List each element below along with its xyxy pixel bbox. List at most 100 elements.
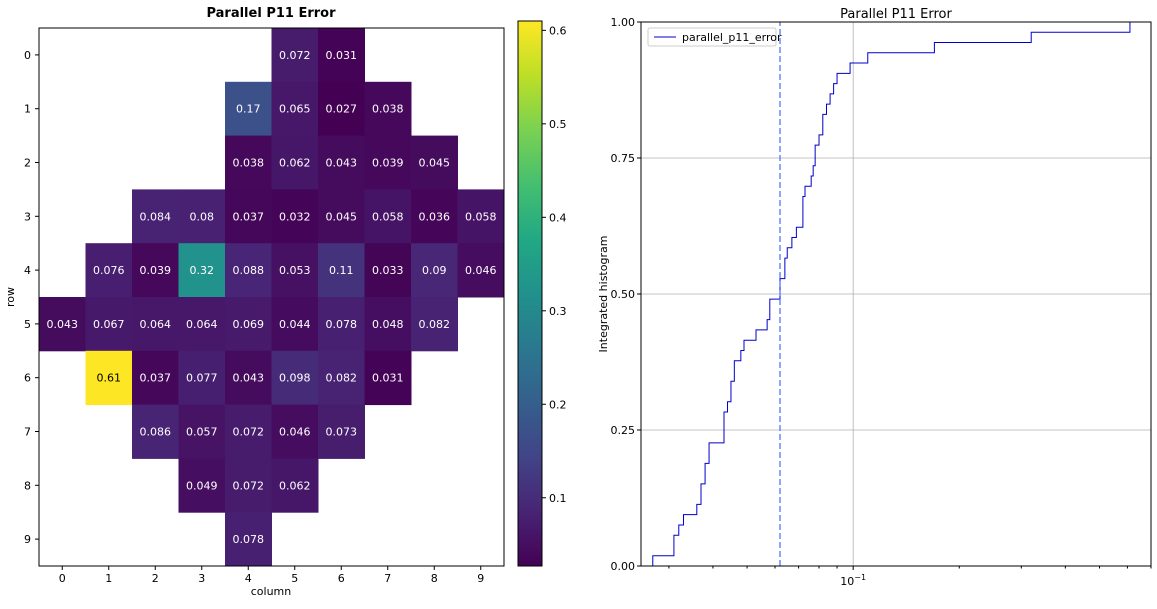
heatmap-cell: [225, 189, 272, 244]
heatmap-x-tick-label: 9: [477, 572, 484, 585]
heatmap-cell-label: 0.027: [326, 103, 358, 116]
cdf-panel: Parallel P11 Error 0.000.250.500.751.00 …: [597, 7, 1152, 588]
heatmap-cell-label: 0.037: [140, 372, 172, 385]
heatmap-cell: [85, 297, 133, 352]
heatmap-cell-label: 0.32: [190, 264, 215, 277]
colorbar-tick-label: 0.3: [549, 305, 567, 318]
heatmap-cell: [225, 297, 272, 352]
heatmap-cell: [132, 404, 179, 459]
cdf-y-ticks: 0.00 0.25 0.50 0.75 1.00: [611, 16, 641, 573]
heatmap-cell: [178, 243, 226, 298]
heatmap-x-tick-label: 2: [152, 572, 159, 585]
heatmap-cell-label: 0.065: [279, 103, 311, 116]
heatmap-cell: [271, 189, 319, 244]
heatmap-cell: [318, 189, 365, 244]
colorbar-tick-label: 0.1: [549, 492, 567, 505]
heatmap-cell: [132, 189, 179, 244]
heatmap-cell: [318, 135, 365, 190]
heatmap-y-tick-label: 6: [24, 372, 31, 385]
heatmap-cell: [271, 243, 319, 298]
heatmap-cell-label: 0.058: [465, 210, 497, 223]
heatmap-cell-label: 0.039: [140, 264, 172, 277]
heatmap-cell-label: 0.046: [465, 264, 497, 277]
colorbar-tick-label: 0.2: [549, 398, 567, 411]
heatmap-cell-label: 0.043: [47, 318, 79, 331]
heatmap-y-tick-label: 8: [24, 479, 31, 492]
heatmap-cell-label: 0.088: [233, 264, 265, 277]
colorbar-ticks: 0.1 0.2 0.3 0.4 0.5 0.6: [542, 24, 567, 505]
heatmap-cell: [364, 297, 412, 352]
heatmap-cell-label: 0.031: [326, 49, 358, 62]
heatmap-y-tick-label: 0: [24, 49, 31, 62]
heatmap-cell-label: 0.058: [372, 210, 404, 223]
heatmap-cell-label: 0.084: [140, 210, 172, 223]
heatmap-cell-label: 0.077: [186, 372, 218, 385]
heatmap-cell-label: 0.046: [279, 426, 311, 439]
cdf-title: Parallel P11 Error: [840, 7, 952, 22]
heatmap-x-tick-label: 4: [245, 572, 252, 585]
heatmap-cell: [132, 297, 179, 352]
cdf-legend: parallel_p11_error: [647, 27, 782, 47]
heatmap-cell: [178, 189, 226, 244]
heatmap-cell: [225, 350, 272, 406]
heatmap-cells: 0.072 0.031 0.17 0.065 0.027 0.038 0.038 0.062 0…: [39, 28, 505, 567]
heatmap-cell: [411, 189, 458, 244]
heatmap-cell-label: 0.036: [419, 210, 451, 223]
heatmap-cell-label: 0.064: [186, 318, 218, 331]
heatmap-cell: [85, 350, 133, 406]
heatmap-axes-frame: [38, 27, 505, 567]
cdf-y-tick-label: 1.00: [611, 16, 636, 29]
cdf-grid: [641, 21, 1151, 567]
heatmap-cell-label: 0.082: [419, 318, 451, 331]
heatmap-cell-label: 0.038: [372, 103, 404, 116]
heatmap-cell-label: 0.073: [326, 426, 358, 439]
heatmap-x-tick-label: 8: [431, 572, 438, 585]
heatmap-cell-label: 0.11: [329, 264, 354, 277]
heatmap-cell: [411, 297, 458, 352]
cdf-y-tick-label: 0.50: [611, 288, 636, 301]
heatmap-y-tick-label: 3: [24, 210, 31, 223]
heatmap-cell: [364, 135, 412, 190]
colorbar-gradient: [517, 20, 543, 567]
heatmap-cell-label: 0.053: [279, 264, 311, 277]
cdf-y-tick-label: 0.00: [611, 560, 636, 573]
heatmap-cell-label: 0.062: [279, 157, 311, 170]
heatmap-x-tick-label: 3: [198, 572, 205, 585]
heatmap-cell: [318, 297, 365, 352]
heatmap-y-tick-label: 4: [24, 264, 31, 277]
heatmap-cell-label: 0.039: [372, 157, 404, 170]
heatmap-cell: [39, 297, 86, 352]
heatmap-cell: [225, 404, 272, 459]
heatmap-cell: [271, 297, 319, 352]
heatmap-cell: [132, 243, 179, 298]
heatmap-cell: [457, 189, 505, 244]
heatmap-cell: [225, 243, 272, 298]
heatmap-cell: [271, 81, 319, 137]
heatmap-cell-label: 0.031: [372, 372, 404, 385]
heatmap-title: Parallel P11 Error: [206, 6, 336, 21]
heatmap-x-tick-label: 1: [105, 572, 112, 585]
heatmap-cell-label: 0.082: [326, 372, 358, 385]
heatmap-cell-label: 0.078: [326, 318, 358, 331]
heatmap-cell-label: 0.072: [233, 479, 265, 492]
heatmap-cell-label: 0.032: [279, 210, 311, 223]
heatmap-cell-label: 0.072: [233, 426, 265, 439]
heatmap-y-tick-label: 2: [24, 157, 31, 170]
heatmap-cell-label: 0.044: [279, 318, 311, 331]
heatmap-cell: [318, 81, 365, 137]
heatmap-cell-label: 0.067: [93, 318, 125, 331]
colorbar-tick-label: 0.4: [549, 211, 567, 224]
heatmap-y-tick-label: 1: [24, 103, 31, 116]
heatmap-cell-label: 0.064: [140, 318, 172, 331]
heatmap-cell: [178, 297, 226, 352]
colorbar-tick-label: 0.5: [549, 118, 567, 131]
heatmap-cell: [225, 512, 272, 567]
heatmap-cell-label: 0.078: [233, 533, 265, 546]
heatmap-cell-label: 0.076: [93, 264, 125, 277]
heatmap-y-axis-label: row: [4, 287, 17, 307]
heatmap-cell: [225, 458, 272, 513]
heatmap-cell-label: 0.038: [233, 157, 265, 170]
cdf-y-tick-label: 0.25: [611, 424, 636, 437]
